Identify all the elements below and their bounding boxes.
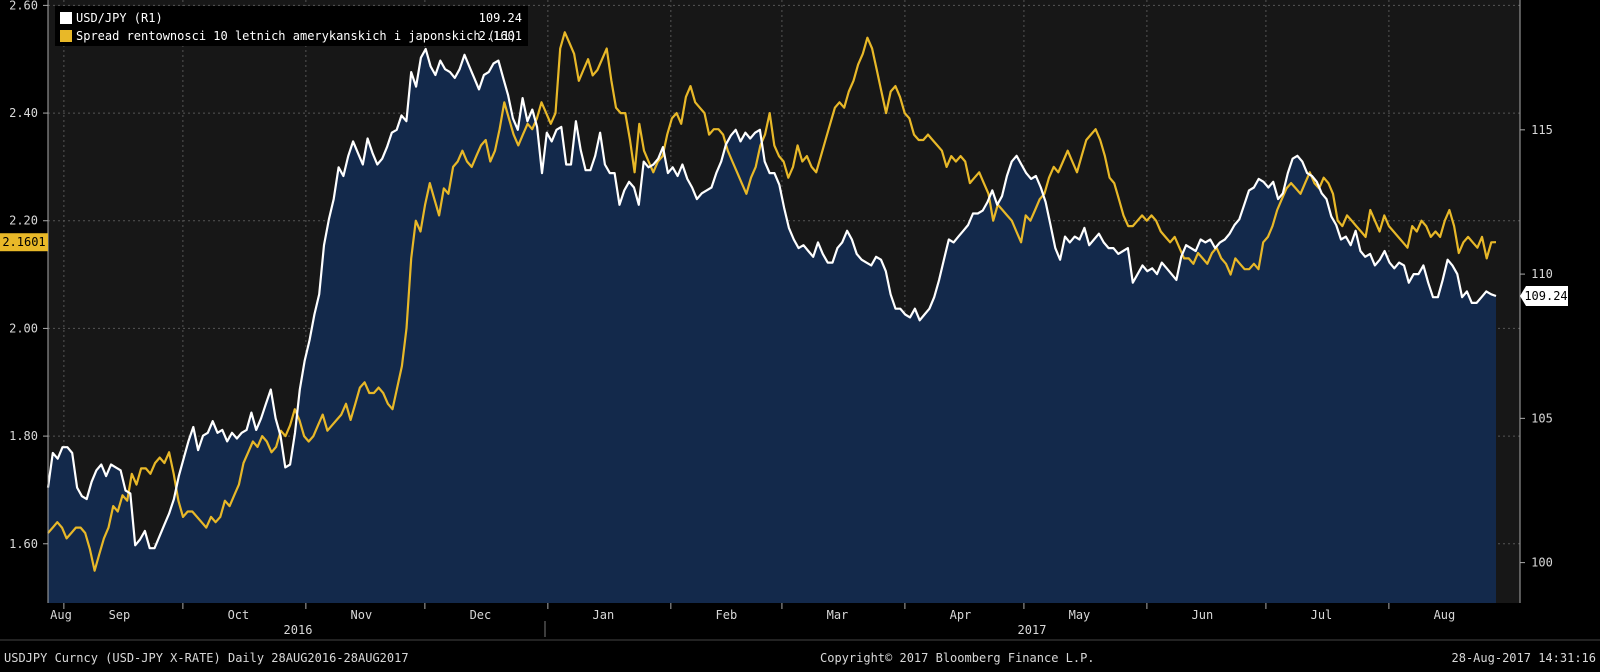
y-right-tick-label: 110 [1531,267,1553,281]
y-right-tick-label: 105 [1531,411,1553,425]
x-tick-label: Aug [1434,608,1456,622]
x-tick-label: Jul [1311,608,1333,622]
legend-value-spread: 2.1601 [479,29,522,43]
x-year-label: 2017 [1018,623,1047,637]
x-tick-label: Nov [351,608,373,622]
x-tick-label: Apr [950,608,972,622]
footer-copyright: Copyright© 2017 Bloomberg Finance L.P. [820,651,1095,665]
legend-swatch-usdjpy [60,12,72,24]
y-left-tick-label: 2.40 [9,106,38,120]
legend-value-usdjpy: 109.24 [479,11,522,25]
legend-background [55,6,528,46]
legend-swatch-spread [60,30,72,42]
x-tick-label: May [1069,608,1091,622]
spread-last-value-tag: 2.1601 [0,233,48,252]
x-tick-label: Jun [1192,608,1214,622]
spread-line [47,31,1497,572]
x-tick-label: Oct [228,608,250,622]
legend-label-usdjpy: USD/JPY (R1) [76,11,163,25]
area-layer [48,49,1496,603]
footer-timestamp: 28-Aug-2017 14:31:16 [1452,651,1597,665]
x-tick-label: Feb [716,608,738,622]
usdjpy-line [46,47,1497,550]
x-tick-label: Aug [50,608,72,622]
y-left-tick-label: 2.60 [9,0,38,12]
usdjpy-last-value-box [1520,286,1568,307]
footer-ticker: USDJPY Curncy (USD-JPY X-RATE) Daily 28A… [4,651,409,665]
lines-layer [46,31,1497,572]
y-left-tick-label: 2.20 [9,214,38,228]
usdjpy-last-value-label: 109.24 [1524,289,1567,303]
x-year-label: 2016 [284,623,313,637]
legend: USD/JPY (R1) 109.24 Spread rentownosci 1… [55,6,528,46]
x-tick-label: Sep [109,608,131,622]
x-tick-label: Dec [470,608,492,622]
usdjpy-last-value-tag: 109.24 [1520,286,1568,307]
y-right-tick-label: 115 [1531,123,1553,137]
axes-layer: Aug Sep Oct Nov Dec Jan Feb Mar Apr May Jun Jul Aug 2… [0,0,1568,637]
usdjpy-area [48,49,1496,603]
spread-last-value-box [0,233,48,252]
spread-last-value-label: 2.1601 [2,235,45,249]
y-right-tick-label: 100 [1531,556,1553,570]
legend-label-spread: Spread rentownosci 10 letnich amerykansk… [76,29,517,43]
x-tick-label: Jan [593,608,615,622]
y-left-tick-label: 1.60 [9,537,38,551]
y-left-tick-label: 2.00 [9,321,38,335]
y-left-tick-label: 1.80 [9,429,38,443]
x-tick-label: Mar [827,608,849,622]
